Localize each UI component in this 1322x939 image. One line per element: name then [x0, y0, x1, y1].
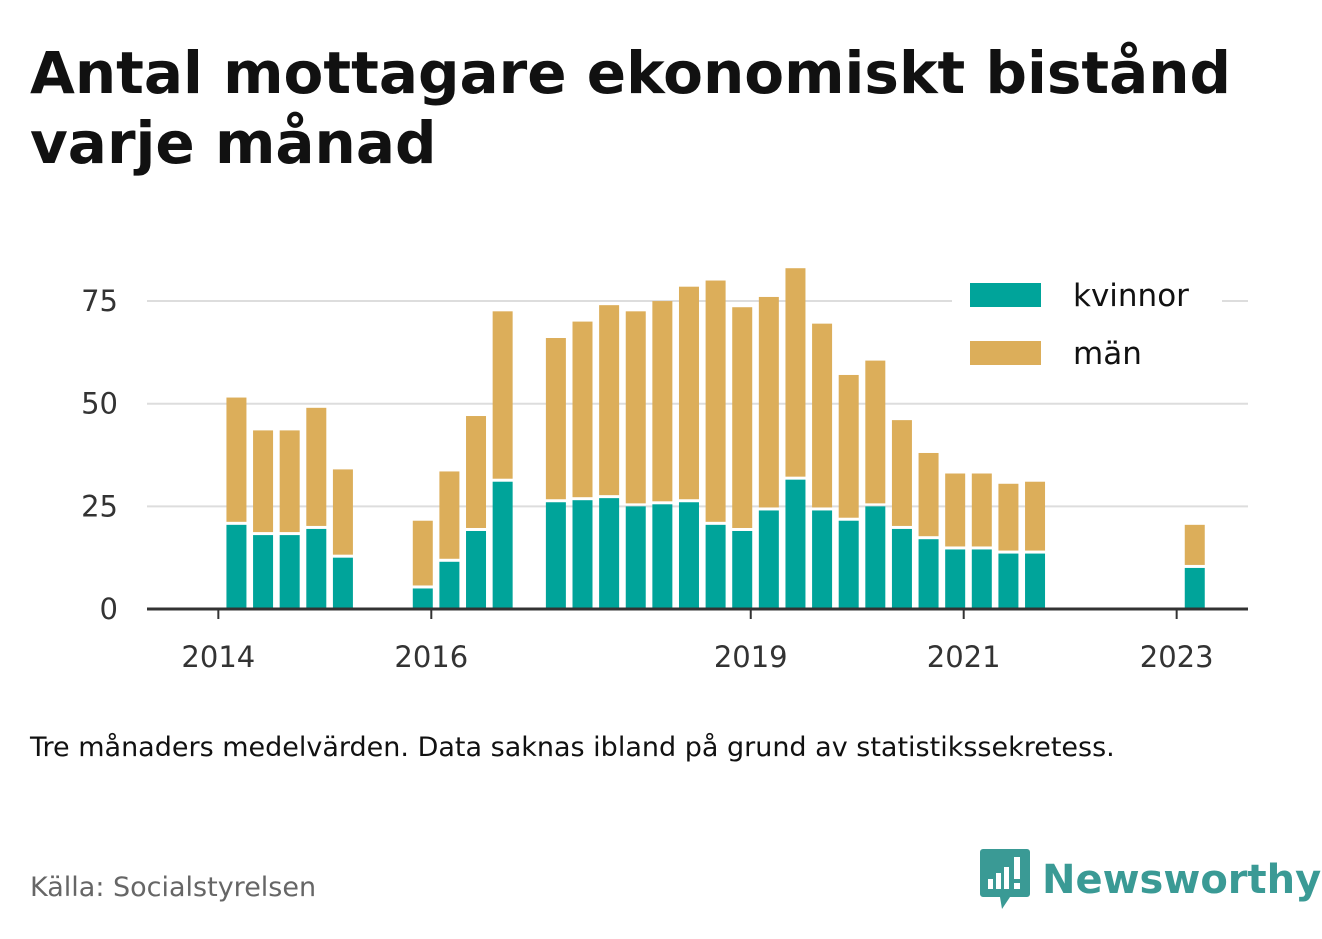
bar-man — [998, 483, 1019, 551]
bar-man — [812, 323, 833, 508]
bar-man — [865, 360, 886, 504]
bar-kvinnor — [971, 549, 992, 609]
bar-kvinnor — [652, 504, 673, 609]
x-tick-label: 2019 — [714, 640, 788, 674]
stacked-bar-chart: 0 25 50 75 2014 2016 2019 2021 2023 kvinnor män — [81, 268, 1248, 674]
bar-kvinnor — [625, 506, 646, 609]
bar-kvinnor — [732, 530, 753, 609]
bar-kvinnor — [253, 535, 274, 609]
bar-man — [891, 420, 912, 526]
bar-man — [918, 452, 939, 537]
bar-man — [652, 301, 673, 502]
bar-man — [572, 321, 593, 498]
y-tick-label: 0 — [100, 592, 118, 626]
bar-man — [545, 338, 566, 500]
bar-man — [253, 430, 274, 533]
brand-logo: Newsworthy — [980, 848, 1321, 912]
y-tick-label: 75 — [81, 284, 118, 318]
bars — [226, 268, 1205, 609]
bar-man — [625, 311, 646, 504]
bar-man — [758, 296, 779, 508]
chart-note: Tre månaders medelvärden. Data saknas ib… — [30, 732, 1115, 763]
bar-kvinnor — [891, 528, 912, 609]
legend-swatch-man — [970, 341, 1041, 365]
bar-kvinnor — [758, 510, 779, 609]
bar-man — [599, 305, 620, 496]
bar-kvinnor — [226, 524, 247, 609]
source-label: Källa: Socialstyrelsen — [30, 872, 317, 903]
bar-kvinnor — [918, 539, 939, 609]
bar-man — [279, 430, 300, 533]
bar-man — [785, 268, 806, 477]
bar-man — [332, 469, 353, 555]
bar-kvinnor — [998, 553, 1019, 609]
bar-man — [838, 374, 859, 518]
bar-kvinnor — [945, 549, 966, 609]
bar-man — [971, 473, 992, 547]
legend-label: män — [1073, 336, 1142, 372]
bar-kvinnor — [466, 530, 487, 609]
x-tick-label: 2021 — [927, 640, 1001, 674]
bar-kvinnor — [439, 561, 460, 609]
newsworthy-logo-icon — [980, 849, 1030, 909]
bar-kvinnor — [599, 498, 620, 609]
bar-kvinnor — [492, 481, 513, 609]
bar-kvinnor — [545, 502, 566, 609]
bar-man — [732, 307, 753, 528]
x-tick-label: 2014 — [181, 640, 255, 674]
bar-man — [678, 286, 699, 500]
bar-kvinnor — [705, 524, 726, 609]
legend-label: kvinnor — [1073, 278, 1189, 314]
bar-man — [226, 397, 247, 522]
bar-man — [466, 416, 487, 528]
y-tick-label: 50 — [81, 387, 118, 421]
bar-man — [1025, 481, 1046, 551]
bar-kvinnor — [572, 500, 593, 609]
bar-kvinnor — [678, 502, 699, 609]
axes: 0 25 50 75 2014 2016 2019 2021 2023 — [81, 284, 1248, 674]
page-title: Antal mottagare ekonomiskt bistånd varje… — [30, 39, 1232, 177]
bar-kvinnor — [865, 506, 886, 609]
bar-kvinnor — [332, 557, 353, 609]
bar-kvinnor — [306, 528, 327, 609]
legend: kvinnor män — [952, 268, 1222, 380]
bar-man — [945, 473, 966, 547]
bar-man — [439, 471, 460, 559]
bar-man — [412, 520, 433, 586]
bar-man — [705, 280, 726, 522]
bar-man — [306, 407, 327, 526]
y-tick-label: 25 — [81, 489, 118, 523]
bar-kvinnor — [785, 479, 806, 609]
brand-name: Newsworthy — [1042, 857, 1322, 903]
legend-swatch-kvinnor — [970, 283, 1041, 307]
bar-kvinnor — [838, 520, 859, 609]
x-tick-label: 2023 — [1140, 640, 1214, 674]
x-tick-label: 2016 — [394, 640, 468, 674]
bar-kvinnor — [812, 510, 833, 609]
bar-kvinnor — [1025, 553, 1046, 609]
bar-kvinnor — [279, 535, 300, 609]
bar-man — [492, 311, 513, 479]
bar-kvinnor — [412, 588, 433, 609]
bar-man — [1184, 524, 1205, 565]
bar-kvinnor — [1184, 567, 1205, 609]
